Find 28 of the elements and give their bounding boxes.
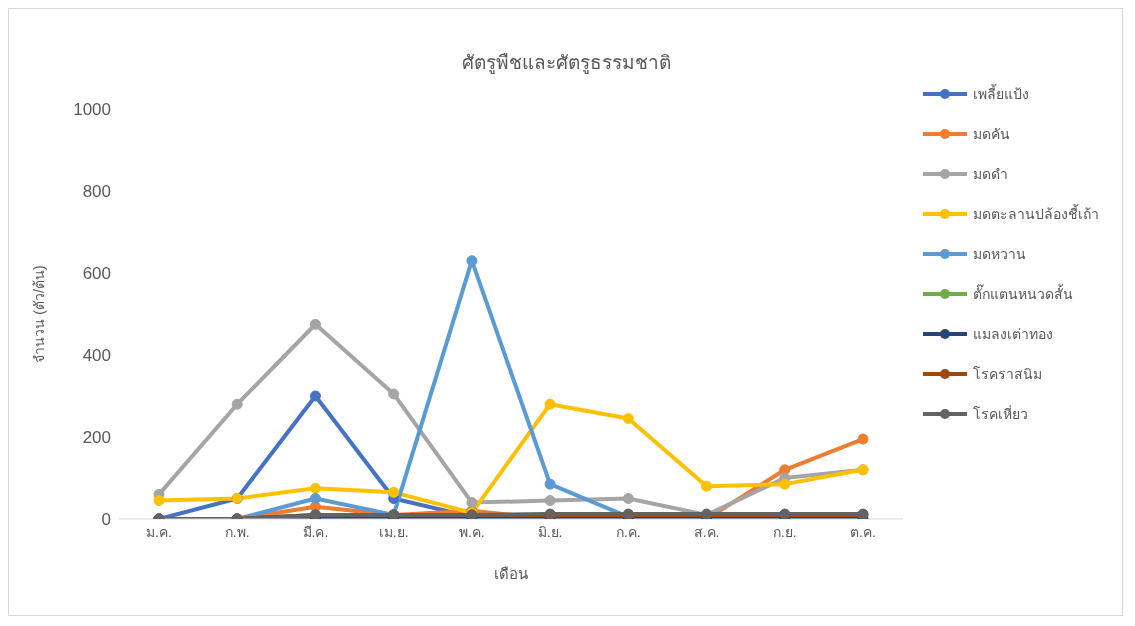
y-tick-label: 1000 bbox=[73, 100, 111, 120]
y-tick-label: 400 bbox=[82, 346, 111, 366]
x-tick-label: ก.ค. bbox=[615, 523, 641, 540]
y-tick-label: 0 bbox=[101, 510, 111, 530]
y-tick-label: 800 bbox=[82, 182, 111, 202]
legend-label: มดหวาน bbox=[973, 245, 1026, 264]
y-tick-label: 600 bbox=[82, 264, 111, 284]
x-tick-label: ม.ค. bbox=[146, 523, 172, 540]
legend-label: เพลี้ยแป้ง bbox=[973, 83, 1029, 104]
x-axis-title: เดือน bbox=[494, 565, 528, 582]
x-tick-label: ส.ค. bbox=[693, 523, 720, 540]
x-tick-label: เม.ย. bbox=[378, 523, 409, 540]
legend-label: มดดำ bbox=[973, 165, 1008, 184]
y-axis-title: จำนวน (ตัว/ต้น) bbox=[30, 265, 47, 363]
y-tick-label: 200 bbox=[82, 428, 111, 448]
x-tick-label: ก.พ. bbox=[224, 523, 250, 540]
x-tick-label: พ.ค. bbox=[459, 523, 485, 540]
legend-label: ตั๊กแตนหนวดสั้น bbox=[973, 283, 1073, 304]
legend-label: มดคัน bbox=[973, 125, 1010, 144]
legend-label: โรคเหี่ยว bbox=[973, 404, 1028, 424]
legend-label: แมลงเต่าทอง bbox=[973, 325, 1053, 344]
chart-title: ศัตรูพืชและศัตรูธรรมชาติ bbox=[461, 51, 672, 76]
x-tick-label: ต.ค. bbox=[850, 523, 876, 540]
x-tick-label: มิ.ย. bbox=[537, 523, 563, 540]
legend-label: มดตะลานปล้องชี้เถ้า bbox=[973, 203, 1099, 224]
legend-label: โรคราสนิม bbox=[973, 365, 1042, 384]
x-tick-label: มี.ค. bbox=[302, 523, 329, 540]
x-tick-label: ก.ย. bbox=[772, 523, 797, 540]
